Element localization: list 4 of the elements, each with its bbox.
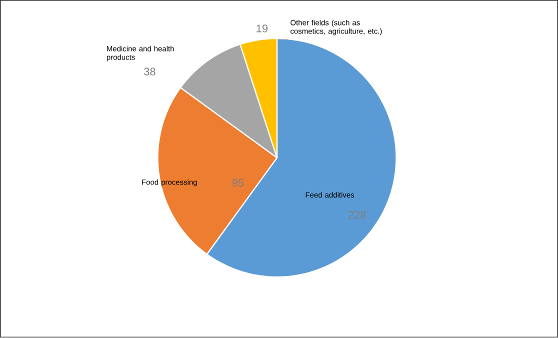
data-label: 38 xyxy=(144,68,156,76)
data-label: 19 xyxy=(256,24,268,33)
data-label: 228 xyxy=(348,211,366,219)
data-label: 95 xyxy=(232,179,244,187)
